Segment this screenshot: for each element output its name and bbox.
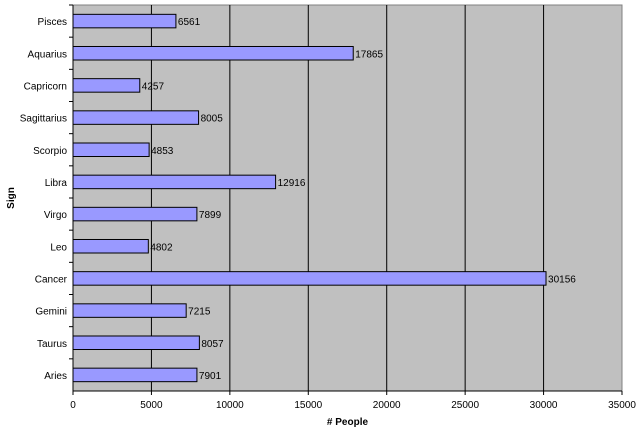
y-tick-label: Aquarius	[28, 49, 67, 60]
data-label: 4802	[150, 242, 173, 253]
bar	[72, 142, 150, 158]
data-label: 7899	[199, 210, 222, 221]
data-label: 8005	[201, 114, 224, 125]
data-label: 4853	[151, 146, 174, 157]
y-tick-label: Cancer	[35, 274, 68, 285]
x-tick-label: 15000	[294, 400, 322, 411]
bar	[72, 271, 547, 286]
x-tick-label: 30000	[530, 400, 558, 411]
x-tick-label: 5000	[140, 400, 163, 411]
y-tick-label: Aries	[44, 371, 67, 382]
bar	[72, 78, 141, 93]
y-tick-label: Virgo	[44, 210, 68, 221]
y-tick-label: Capricorn	[24, 81, 67, 92]
data-label: 7901	[199, 371, 222, 382]
data-label: 7215	[188, 307, 211, 318]
data-label: 17865	[355, 49, 383, 60]
y-tick-label: Sagittarius	[20, 114, 67, 125]
x-tick-label: 20000	[373, 400, 401, 411]
bar	[72, 206, 198, 222]
bar	[72, 367, 198, 383]
data-labels: 6561 17865 4257 8005 4853 12916 7899 4802 30156 7…	[142, 17, 576, 382]
data-label: 8057	[201, 339, 224, 350]
plot-area	[72, 4, 623, 392]
y-tick-label: Scorpio	[33, 146, 67, 157]
x-axis-tick-labels: 0 5000 10000 15000 20000 25000 30000 35000	[70, 391, 636, 411]
data-label: 4257	[142, 81, 165, 92]
y-tick-label: Leo	[50, 242, 67, 253]
bar	[72, 174, 277, 190]
bar	[72, 45, 354, 61]
bar	[72, 335, 200, 351]
y-axis-title: Sign	[6, 187, 17, 209]
x-tick-label: 35000	[608, 400, 636, 411]
gridlines	[150, 5, 545, 391]
y-tick-label: Taurus	[37, 339, 67, 350]
bar	[72, 110, 200, 125]
x-axis-title: # People	[327, 417, 369, 428]
data-label: 12916	[278, 178, 306, 189]
x-tick-label: 10000	[216, 400, 244, 411]
y-tick-label: Gemini	[35, 307, 67, 318]
data-label: 6561	[178, 17, 201, 28]
bar	[72, 238, 149, 254]
bar	[72, 13, 177, 29]
y-axis-tick-labels: Pisces Aquarius Capricorn Sagittarius Scorpi…	[20, 4, 73, 382]
y-tick-label: Libra	[45, 178, 68, 189]
x-tick-label: 0	[70, 400, 76, 411]
bar	[72, 303, 187, 318]
data-label: 30156	[548, 274, 576, 285]
x-tick-label: 25000	[451, 400, 479, 411]
y-tick-label: Pisces	[38, 17, 67, 28]
